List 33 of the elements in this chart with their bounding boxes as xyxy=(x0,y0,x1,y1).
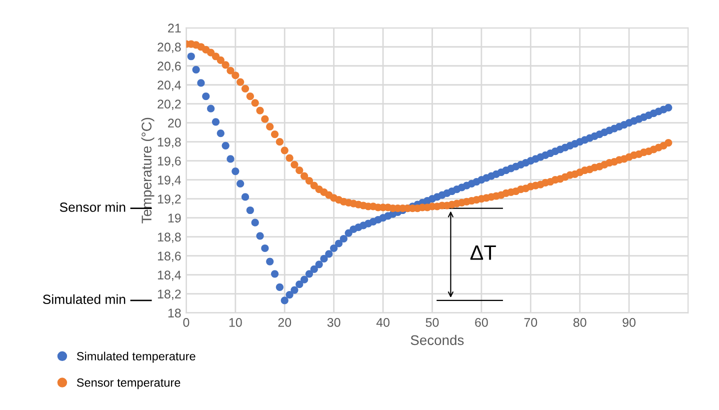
x-tick-label: 20 xyxy=(278,318,292,327)
legend-label: Simulated temperature xyxy=(76,352,196,363)
y-tick-label: 19,2 xyxy=(158,194,181,205)
y-tick-label: 20 xyxy=(168,118,181,128)
text: Simulated min xyxy=(43,294,126,304)
y-tick-label: 20,4 xyxy=(158,80,181,91)
y-tick-label: 18,2 xyxy=(158,290,181,300)
x-tick-label: 10 xyxy=(229,318,242,327)
y-tick-label: 18,8 xyxy=(158,232,181,243)
y-tick-label: 19 xyxy=(168,214,181,222)
x-tick-label: 70 xyxy=(524,318,538,327)
x-tick-label: 0 xyxy=(183,318,190,327)
y-tick-label: 20,2 xyxy=(158,100,181,110)
x-tick-label: 80 xyxy=(573,318,586,327)
y-tick-label: 20,6 xyxy=(158,62,181,72)
x-tick-label: 60 xyxy=(475,318,488,327)
y-tick-label: 18,4 xyxy=(158,270,181,281)
annotation: ΔT xyxy=(470,245,496,260)
legend-label: Sensor temperature xyxy=(76,378,180,390)
x-axis-title: Seconds xyxy=(410,334,464,346)
x-tick-label: 90 xyxy=(622,318,636,327)
x-tick-label: 40 xyxy=(376,318,390,327)
y-tick-label: 19,8 xyxy=(158,138,181,148)
y-tick-label: 21 xyxy=(168,24,181,32)
y-tick-label: 19,4 xyxy=(158,176,181,186)
x-tick-label: 30 xyxy=(327,318,340,327)
y-tick-label: 18 xyxy=(168,308,181,318)
y-axis-title: Temperature (°C) xyxy=(141,118,154,224)
x-tick-label: 50 xyxy=(426,318,439,327)
y-tick-label: 20,8 xyxy=(158,42,181,54)
y-tick-label: 19,6 xyxy=(158,156,181,167)
text: Sensor min xyxy=(60,202,126,212)
y-tick-label: 18,6 xyxy=(158,252,181,262)
